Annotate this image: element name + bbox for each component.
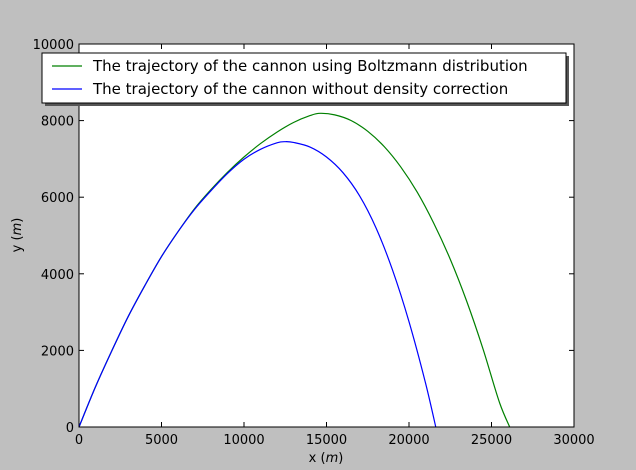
legend-label-boltzmann: The trajectory of the cannon using Boltz… — [92, 57, 528, 75]
y-tick-label: 4000 — [41, 268, 74, 283]
x-tick-label: 0 — [75, 433, 83, 448]
tick-layer: 0 5000 10000 15000 20000 25000 30000 0 2000 4000 6… — [33, 38, 595, 448]
x-tick-label: 10000 — [223, 433, 264, 448]
x-axis-label: x (m) — [309, 451, 344, 466]
x-tick-label: 5000 — [145, 433, 178, 448]
x-tick-label: 20000 — [388, 433, 429, 448]
legend-label-no-density: The trajectory of the cannon without den… — [92, 80, 508, 98]
y-tick-label: 8000 — [41, 115, 74, 130]
y-tick-label: 2000 — [41, 344, 74, 359]
legend: The trajectory of the cannon using Boltz… — [41, 52, 569, 106]
x-tick-label: 30000 — [553, 433, 594, 448]
x-tick-label: 15000 — [306, 433, 347, 448]
y-tick-label: 10000 — [33, 38, 74, 53]
y-axis-label: y (m) — [10, 218, 25, 253]
y-tick-label: 0 — [66, 421, 74, 436]
series-layer — [79, 112, 511, 427]
legend-box — [41, 52, 567, 104]
series-line-no-density — [79, 141, 437, 427]
y-tick-label: 6000 — [41, 191, 74, 206]
x-tick-label: 25000 — [471, 433, 512, 448]
plot-area — [79, 44, 574, 427]
